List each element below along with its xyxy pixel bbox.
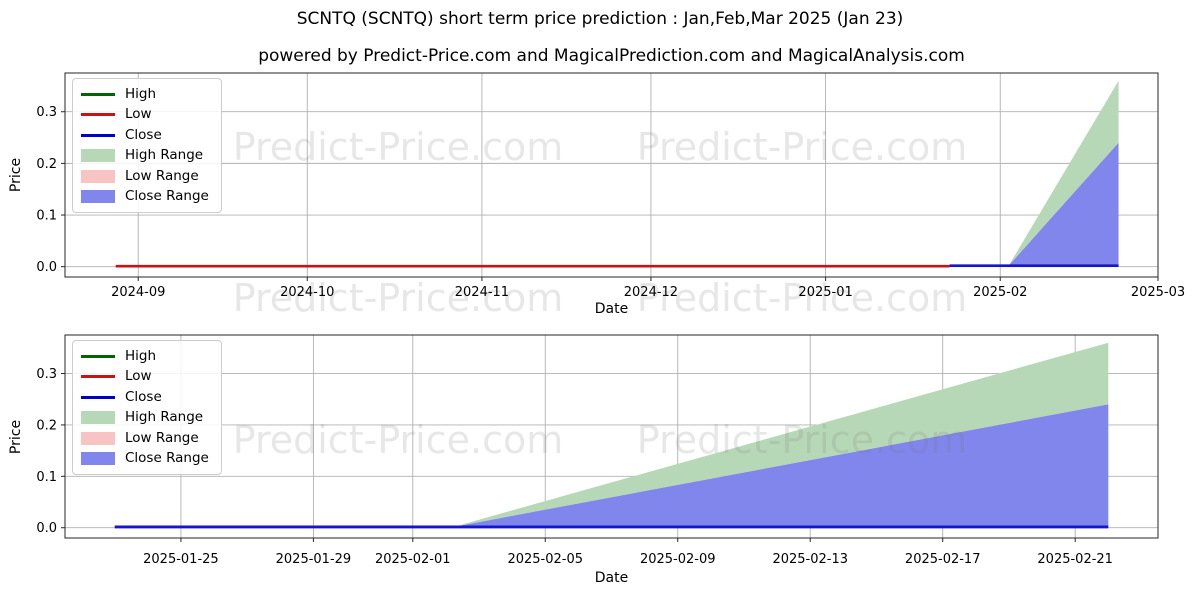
legend-line-swatch-high [81, 354, 115, 358]
x-tick-label: 2025-02-05 [507, 552, 583, 567]
y-tick-label: 0.1 [36, 209, 57, 224]
x-tick-label: 2024-11 [455, 285, 509, 300]
legend-label: High [125, 85, 157, 102]
legend-bottom-chart: High Low Close High Range Low Range Close Ran… [72, 340, 222, 475]
x-tick-label: 2025-03 [1131, 285, 1185, 300]
legend-patch-swatch-close-range [81, 452, 115, 466]
watermark-text: Predict-Price.com [233, 125, 564, 169]
watermark-text: Predict-Price.com [233, 276, 564, 320]
y-tick-label: 0.0 [36, 521, 57, 536]
x-tick-label: 2024-09 [111, 285, 165, 300]
legend-line-swatch-close [81, 133, 115, 137]
legend-line-swatch-high [81, 92, 115, 96]
legend-patch-swatch-high-range [81, 149, 115, 163]
legend-label: High Range [125, 409, 204, 425]
page-title: SCNTQ (SCNTQ) short term price predictio… [296, 9, 904, 29]
x-tick-label: 2025-02-09 [640, 552, 716, 567]
legend-item-close: Close [81, 387, 209, 408]
watermark-text: Predict-Price.com [637, 276, 968, 320]
x-tick-label: 2025-02 [973, 285, 1027, 300]
legend-item-high: High [81, 84, 209, 105]
legend-label: Close [125, 126, 162, 143]
powered-by-subtitle: powered by Predict-Price.com and Magical… [258, 46, 965, 66]
close-range-area [454, 404, 1109, 527]
y-tick-label: 0.2 [36, 418, 57, 433]
legend-label: Close Range [125, 188, 209, 204]
watermark-text: Predict-Price.com [233, 418, 564, 462]
legend-patch-swatch-high-range [81, 411, 115, 425]
x-tick-label: 2025-01 [798, 285, 852, 300]
legend-item-low: Low [81, 105, 209, 126]
x-tick-label: 2024-12 [624, 285, 678, 300]
y-tick-label: 0.1 [36, 470, 57, 485]
y-tick-label: 0.0 [36, 260, 57, 275]
close-range-area [1008, 142, 1119, 266]
legend-label: Low [125, 368, 152, 384]
y-axis-label-top: Price [8, 157, 24, 193]
y-tick-label: 0.2 [36, 157, 57, 172]
high-range-area [454, 342, 1109, 527]
legend-label: High Range [125, 147, 204, 163]
x-tick-label: 2025-02-13 [772, 552, 848, 567]
y-tick-label: 0.3 [36, 367, 57, 382]
legend-item-low: Low [81, 367, 209, 388]
legend-label: Close [125, 388, 162, 405]
y-axis-label-bottom: Price [8, 419, 24, 455]
legend-item-low-range: Low Range [81, 166, 209, 187]
legend-item-high-range: High Range [81, 146, 209, 167]
legend-item-low-range: Low Range [81, 428, 209, 449]
axes-spine [64, 334, 1159, 539]
x-axis-label-top: Date [594, 301, 629, 317]
legend-item-high: High [81, 346, 209, 367]
y-tick-label: 0.3 [36, 105, 57, 120]
legend-line-swatch-low [81, 113, 115, 117]
axes-spine [64, 72, 1159, 278]
legend-item-close-range: Close Range [81, 449, 209, 470]
legend-label: High [125, 347, 157, 364]
watermark-text: Predict-Price.com [637, 125, 968, 169]
legend-item-close: Close [81, 125, 209, 146]
x-tick-label: 2025-02-01 [375, 552, 451, 567]
legend-patch-swatch-close-range [81, 190, 115, 204]
legend-patch-swatch-low-range [81, 169, 115, 183]
legend-label: Low [125, 106, 152, 122]
x-axis-label-bottom: Date [594, 570, 629, 586]
legend-label: Close Range [125, 450, 209, 466]
high-range-area [1008, 80, 1119, 266]
x-tick-label: 2025-02-17 [905, 552, 981, 567]
legend-item-close-range: Close Range [81, 187, 209, 208]
watermark-text: Predict-Price.com [637, 418, 968, 462]
legend-line-swatch-low [81, 375, 115, 379]
x-tick-label: 2024-10 [280, 285, 334, 300]
x-tick-label: 2025-01-25 [143, 552, 219, 567]
legend-label: Low Range [125, 167, 199, 184]
legend-top-chart: High Low Close High Range Low Range Close Ran… [72, 78, 222, 213]
legend-label: Low Range [125, 429, 199, 446]
x-tick-label: 2025-02-21 [1037, 552, 1113, 567]
x-tick-label: 2025-01-29 [276, 552, 352, 567]
legend-item-high-range: High Range [81, 408, 209, 429]
legend-patch-swatch-low-range [81, 431, 115, 445]
legend-line-swatch-close [81, 395, 115, 399]
